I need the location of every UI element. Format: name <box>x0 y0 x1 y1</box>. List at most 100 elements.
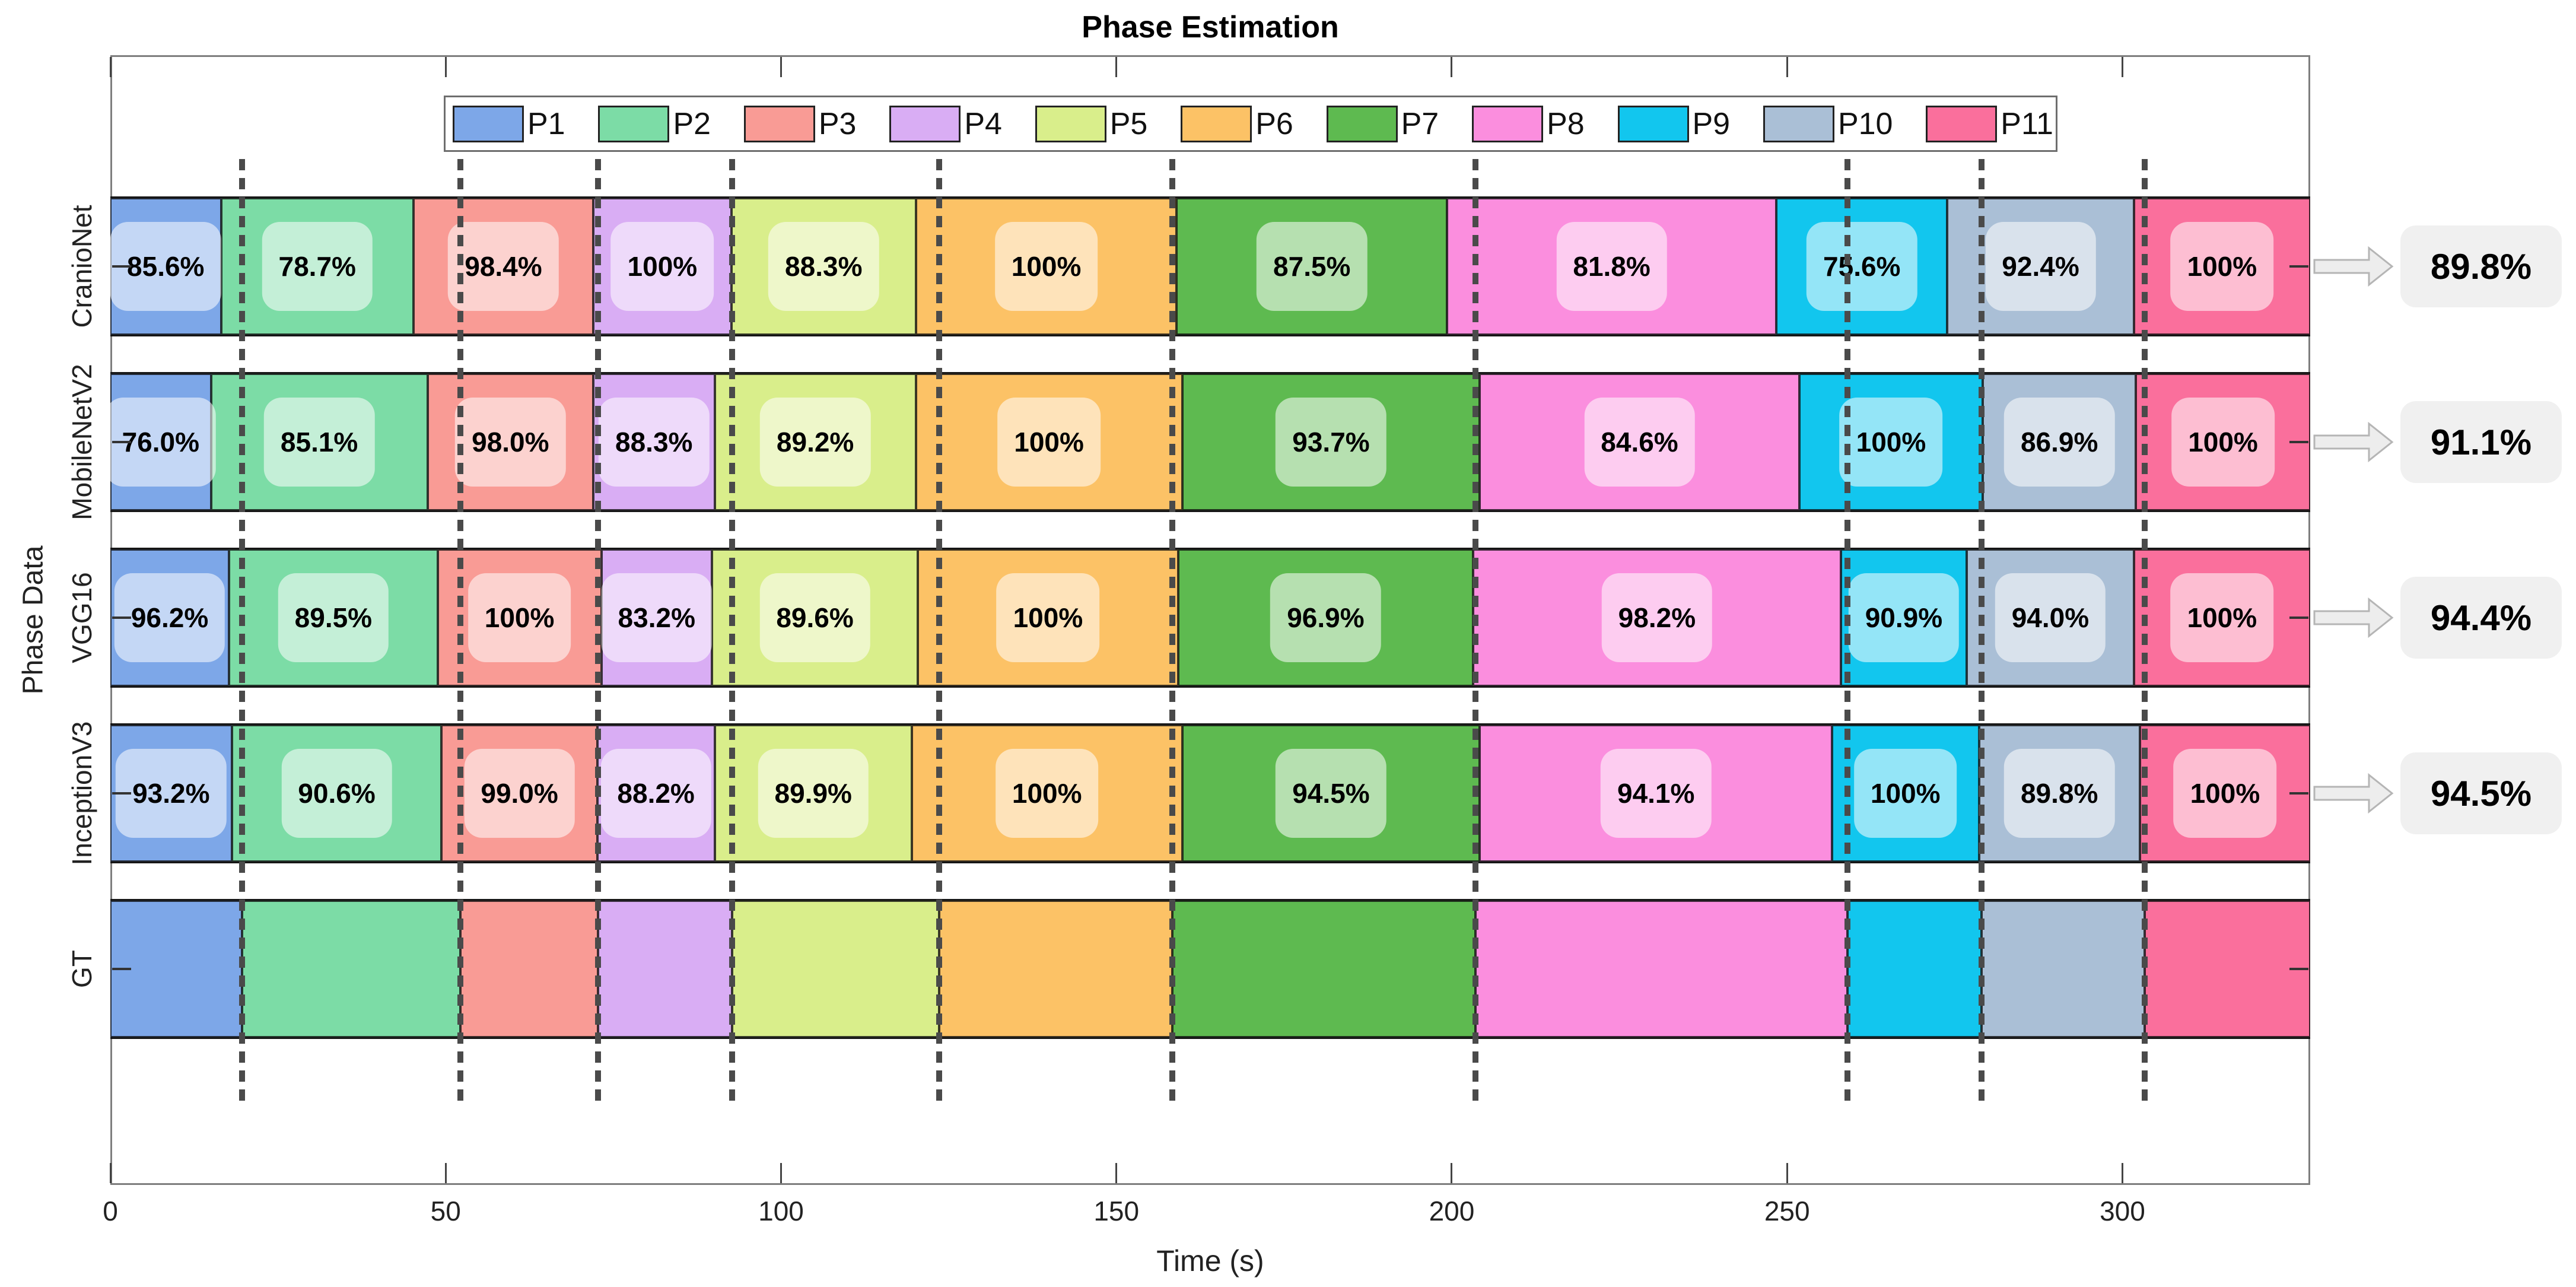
y-tick-left <box>112 968 131 970</box>
overall-accuracy-badge: 89.8% <box>2400 225 2562 307</box>
segment-accuracy-label: 100% <box>2170 573 2274 662</box>
y-tick-left <box>112 441 131 443</box>
phase-segment-p10 <box>1982 901 2145 1037</box>
legend-item-p10: P10 <box>1763 105 1893 142</box>
legend-swatch-p7 <box>1326 105 1398 142</box>
legend-item-p5: P5 <box>1035 105 1148 142</box>
segment-accuracy-label: 92.4% <box>1985 222 2096 311</box>
segment-accuracy-label: 100% <box>610 222 714 311</box>
x-tick-label: 0 <box>103 1196 118 1226</box>
phase-segment-p4: 88.3% <box>593 374 715 510</box>
phase-segment-p5 <box>732 901 940 1037</box>
row-label-cranionet: CranioNet <box>66 205 97 328</box>
phase-segment-p3: 98.4% <box>413 198 593 335</box>
row-label-gt: GT <box>66 950 97 988</box>
phase-band-gt <box>110 899 2310 1039</box>
arrow-right-icon <box>2313 421 2396 463</box>
phase-segment-p2: 89.5% <box>229 549 438 686</box>
segment-accuracy-label: 83.2% <box>601 573 712 662</box>
gt-boundary-line <box>594 159 601 1101</box>
x-tick-top <box>1451 57 1453 77</box>
phase-band-inceptionv3: 93.2% 90.6% 99.0% 88.2% 89.9% 100% 94.5% 94.1% 1… <box>110 723 2310 863</box>
phase-segment-p7: 94.5% <box>1182 725 1480 862</box>
segment-accuracy-label: 100% <box>2170 222 2274 311</box>
x-tick-label: 100 <box>758 1196 804 1226</box>
x-tick-bottom <box>444 1163 447 1183</box>
x-tick-top <box>1115 57 1118 77</box>
legend-item-p6: P6 <box>1181 105 1293 142</box>
segment-accuracy-label: 86.9% <box>2003 398 2115 487</box>
x-tick-bottom <box>1786 1163 1788 1183</box>
phase-segment-p11: 100% <box>2133 198 2310 335</box>
legend-item-p3: P3 <box>743 105 857 142</box>
legend-swatch-p11 <box>1926 105 1998 142</box>
y-tick-right <box>2289 968 2308 970</box>
segment-accuracy-label: 98.0% <box>455 398 566 487</box>
phase-segment-p5: 89.6% <box>712 549 918 686</box>
segment-accuracy-label: 93.7% <box>1276 398 1386 487</box>
legend-item-p4: P4 <box>889 105 1002 142</box>
gt-boundary-line <box>1472 159 1478 1101</box>
arrow-right-icon <box>2313 773 2396 814</box>
y-tick-left <box>112 265 131 268</box>
legend-label: P6 <box>1255 106 1293 141</box>
gt-boundary-line <box>1169 159 1175 1101</box>
segment-accuracy-label: 96.2% <box>114 573 225 662</box>
phase-segment-p6: 100% <box>918 549 1178 686</box>
segment-accuracy-label: 88.3% <box>768 222 879 311</box>
segment-accuracy-label: 89.2% <box>759 398 871 487</box>
segment-accuracy-label: 100% <box>997 398 1101 487</box>
y-axis-label: Phase Data <box>17 545 49 695</box>
segment-accuracy-label: 88.2% <box>600 749 711 838</box>
phase-segment-p6: 100% <box>915 198 1177 335</box>
legend-item-p8: P8 <box>1472 105 1585 142</box>
legend: P1 P2 P3 P4 P5 P6 P7 P8 P9 P10 P11 <box>444 96 2057 152</box>
segment-accuracy-label: 89.6% <box>759 573 870 662</box>
x-tick-top <box>444 57 447 77</box>
legend-swatch-p10 <box>1763 105 1834 142</box>
segment-accuracy-label: 100% <box>1839 398 1943 487</box>
phase-segment-p9: 100% <box>1799 374 1983 510</box>
legend-swatch-p5 <box>1035 105 1106 142</box>
phase-segment-p10: 94.0% <box>1967 549 2134 686</box>
segment-accuracy-label: 99.0% <box>464 749 575 838</box>
phase-segment-p5: 88.3% <box>731 198 916 335</box>
phase-band-mobilenetv2: 76.0% 85.1% 98.0% 88.3% 89.2% 100% 93.7% 84.6% 1… <box>105 372 2310 512</box>
x-tick-top <box>109 57 112 77</box>
gt-boundary-line <box>457 159 464 1101</box>
x-axis-label: Time (s) <box>1156 1244 1264 1278</box>
legend-swatch-p9 <box>1617 105 1689 142</box>
row-label-inceptionv3: InceptionV3 <box>66 721 97 866</box>
segment-accuracy-label: 100% <box>1853 749 1957 838</box>
phase-segment-p9: 90.9% <box>1840 549 1967 686</box>
legend-swatch-p2 <box>598 105 670 142</box>
phase-segment-p9: 100% <box>1831 725 1979 862</box>
legend-label: P5 <box>1109 106 1148 141</box>
legend-label: P4 <box>964 106 1002 141</box>
phase-segment-p7 <box>1172 901 1475 1037</box>
y-tick-left <box>112 617 131 619</box>
gt-boundary-line <box>729 159 735 1101</box>
phase-segment-p6: 100% <box>911 725 1182 862</box>
segment-accuracy-label: 100% <box>995 749 1099 838</box>
overall-accuracy-badge: 94.5% <box>2400 752 2562 834</box>
legend-swatch-p8 <box>1472 105 1544 142</box>
segment-accuracy-label: 84.6% <box>1584 398 1695 487</box>
phase-segment-p8 <box>1475 901 1847 1037</box>
legend-swatch-p3 <box>743 105 815 142</box>
phase-segment-p4: 88.2% <box>597 725 715 862</box>
segment-accuracy-label: 89.9% <box>758 749 869 838</box>
segment-accuracy-label: 90.6% <box>281 749 392 838</box>
segment-accuracy-label: 85.1% <box>263 398 375 487</box>
legend-label: P3 <box>818 106 857 141</box>
segment-accuracy-label: 100% <box>994 222 1098 311</box>
x-tick-bottom <box>1115 1163 1118 1183</box>
row-label-vgg16: VGG16 <box>66 572 97 663</box>
legend-swatch-p4 <box>889 105 961 142</box>
legend-label: P9 <box>1692 106 1731 141</box>
x-tick-top <box>1786 57 1788 77</box>
segment-accuracy-label: 89.8% <box>2003 749 2115 838</box>
phase-segment-p8: 84.6% <box>1480 374 1799 510</box>
phase-segment-p10: 92.4% <box>1947 198 2134 335</box>
segment-accuracy-label: 93.2% <box>116 749 227 838</box>
